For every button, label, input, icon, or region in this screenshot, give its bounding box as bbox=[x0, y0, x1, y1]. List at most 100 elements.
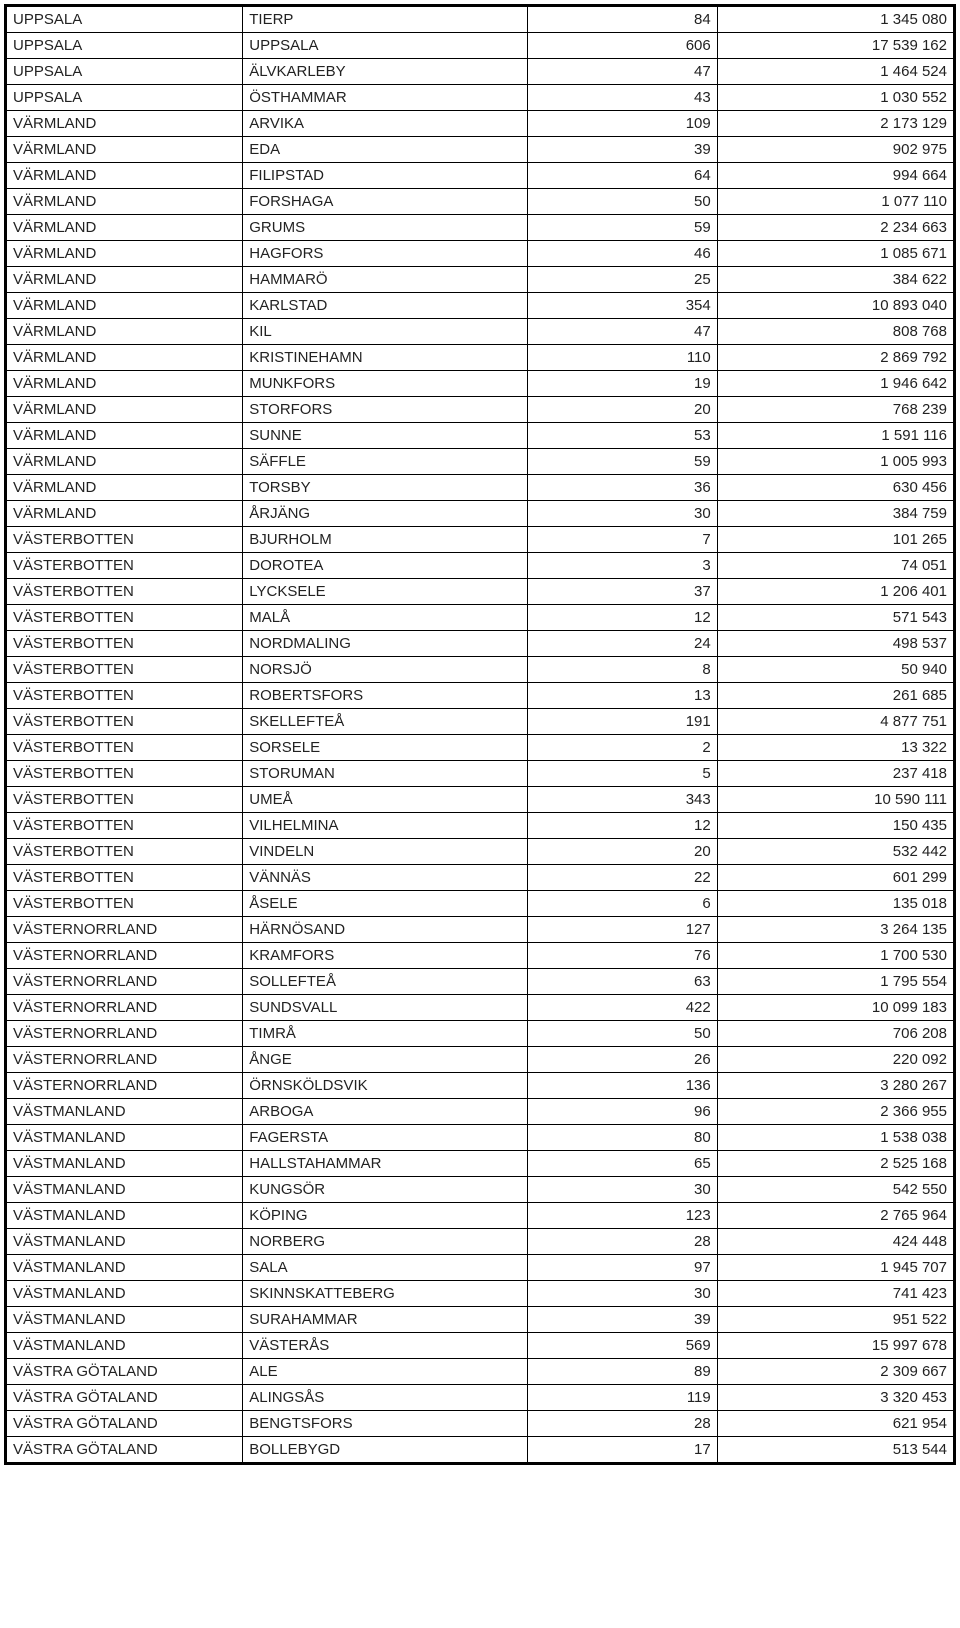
cell-value: 3 264 135 bbox=[717, 917, 954, 943]
cell-count: 28 bbox=[527, 1411, 717, 1437]
cell-value: 2 366 955 bbox=[717, 1099, 954, 1125]
table-row: VÄSTMANLANDARBOGA962 366 955 bbox=[6, 1099, 955, 1125]
cell-municipality: BJURHOLM bbox=[243, 527, 528, 553]
cell-value: 2 309 667 bbox=[717, 1359, 954, 1385]
cell-count: 110 bbox=[527, 345, 717, 371]
table-row: VÄSTRA GÖTALANDALE892 309 667 bbox=[6, 1359, 955, 1385]
table-row: VÄSTERBOTTENMALÅ12571 543 bbox=[6, 605, 955, 631]
cell-region: VÄSTMANLAND bbox=[6, 1151, 243, 1177]
cell-count: 24 bbox=[527, 631, 717, 657]
cell-value: 4 877 751 bbox=[717, 709, 954, 735]
table-row: VÄSTERBOTTENBJURHOLM7101 265 bbox=[6, 527, 955, 553]
table-row: VÄSTERNORRLANDTIMRÅ50706 208 bbox=[6, 1021, 955, 1047]
table-row: UPPSALAÖSTHAMMAR431 030 552 bbox=[6, 85, 955, 111]
cell-municipality: HAGFORS bbox=[243, 241, 528, 267]
cell-value: 1 591 116 bbox=[717, 423, 954, 449]
cell-region: VÄSTMANLAND bbox=[6, 1307, 243, 1333]
cell-value: 13 322 bbox=[717, 735, 954, 761]
cell-region: VÄSTERNORRLAND bbox=[6, 1021, 243, 1047]
table-row: VÄSTERNORRLANDKRAMFORS761 700 530 bbox=[6, 943, 955, 969]
cell-value: 1 005 993 bbox=[717, 449, 954, 475]
cell-region: VÄSTMANLAND bbox=[6, 1229, 243, 1255]
cell-count: 569 bbox=[527, 1333, 717, 1359]
table-row: VÄRMLANDMUNKFORS191 946 642 bbox=[6, 371, 955, 397]
cell-value: 220 092 bbox=[717, 1047, 954, 1073]
cell-region: UPPSALA bbox=[6, 59, 243, 85]
table-row: VÄSTERBOTTENÅSELE6135 018 bbox=[6, 891, 955, 917]
cell-region: VÄRMLAND bbox=[6, 371, 243, 397]
table-row: VÄSTERBOTTENVILHELMINA12150 435 bbox=[6, 813, 955, 839]
cell-municipality: HAMMARÖ bbox=[243, 267, 528, 293]
cell-value: 150 435 bbox=[717, 813, 954, 839]
cell-municipality: HÄRNÖSAND bbox=[243, 917, 528, 943]
table-row: VÄSTERBOTTENSORSELE213 322 bbox=[6, 735, 955, 761]
cell-value: 741 423 bbox=[717, 1281, 954, 1307]
cell-region: VÄSTRA GÖTALAND bbox=[6, 1437, 243, 1464]
cell-municipality: ÅSELE bbox=[243, 891, 528, 917]
cell-region: VÄSTERBOTTEN bbox=[6, 761, 243, 787]
cell-value: 10 590 111 bbox=[717, 787, 954, 813]
cell-municipality: ALINGSÅS bbox=[243, 1385, 528, 1411]
cell-count: 28 bbox=[527, 1229, 717, 1255]
cell-count: 84 bbox=[527, 6, 717, 33]
cell-value: 571 543 bbox=[717, 605, 954, 631]
cell-value: 2 525 168 bbox=[717, 1151, 954, 1177]
table-row: VÄRMLANDFILIPSTAD64994 664 bbox=[6, 163, 955, 189]
cell-value: 1 464 524 bbox=[717, 59, 954, 85]
table-row: VÄRMLANDGRUMS592 234 663 bbox=[6, 215, 955, 241]
cell-count: 20 bbox=[527, 397, 717, 423]
cell-value: 10 893 040 bbox=[717, 293, 954, 319]
cell-municipality: LYCKSELE bbox=[243, 579, 528, 605]
cell-municipality: MALÅ bbox=[243, 605, 528, 631]
table-row: VÄRMLANDKRISTINEHAMN1102 869 792 bbox=[6, 345, 955, 371]
cell-region: VÄRMLAND bbox=[6, 449, 243, 475]
cell-count: 109 bbox=[527, 111, 717, 137]
cell-count: 17 bbox=[527, 1437, 717, 1464]
table-row: VÄSTERBOTTENNORDMALING24498 537 bbox=[6, 631, 955, 657]
cell-value: 1 077 110 bbox=[717, 189, 954, 215]
cell-count: 2 bbox=[527, 735, 717, 761]
cell-value: 1 030 552 bbox=[717, 85, 954, 111]
cell-count: 97 bbox=[527, 1255, 717, 1281]
cell-value: 1 085 671 bbox=[717, 241, 954, 267]
cell-count: 20 bbox=[527, 839, 717, 865]
cell-municipality: STORUMAN bbox=[243, 761, 528, 787]
cell-municipality: SKINNSKATTEBERG bbox=[243, 1281, 528, 1307]
cell-value: 3 320 453 bbox=[717, 1385, 954, 1411]
cell-municipality: MUNKFORS bbox=[243, 371, 528, 397]
cell-region: VÄRMLAND bbox=[6, 293, 243, 319]
table-row: VÄRMLANDSUNNE531 591 116 bbox=[6, 423, 955, 449]
table-row: VÄSTERNORRLANDÅNGE26220 092 bbox=[6, 1047, 955, 1073]
cell-value: 706 208 bbox=[717, 1021, 954, 1047]
cell-count: 12 bbox=[527, 605, 717, 631]
cell-value: 1 946 642 bbox=[717, 371, 954, 397]
cell-region: VÄSTERBOTTEN bbox=[6, 865, 243, 891]
table-row: VÄSTMANLANDSKINNSKATTEBERG30741 423 bbox=[6, 1281, 955, 1307]
cell-count: 50 bbox=[527, 189, 717, 215]
cell-count: 47 bbox=[527, 59, 717, 85]
cell-region: UPPSALA bbox=[6, 6, 243, 33]
cell-region: VÄSTERBOTTEN bbox=[6, 579, 243, 605]
table-row: VÄSTERBOTTENDOROTEA374 051 bbox=[6, 553, 955, 579]
cell-count: 59 bbox=[527, 215, 717, 241]
cell-count: 63 bbox=[527, 969, 717, 995]
cell-count: 59 bbox=[527, 449, 717, 475]
cell-region: VÄSTERNORRLAND bbox=[6, 943, 243, 969]
cell-value: 15 997 678 bbox=[717, 1333, 954, 1359]
cell-region: VÄSTERNORRLAND bbox=[6, 969, 243, 995]
cell-municipality: SKELLEFTEÅ bbox=[243, 709, 528, 735]
cell-count: 39 bbox=[527, 1307, 717, 1333]
cell-value: 808 768 bbox=[717, 319, 954, 345]
cell-value: 2 765 964 bbox=[717, 1203, 954, 1229]
cell-value: 2 234 663 bbox=[717, 215, 954, 241]
table-row: VÄSTERNORRLANDSOLLEFTEÅ631 795 554 bbox=[6, 969, 955, 995]
cell-value: 513 544 bbox=[717, 1437, 954, 1464]
table-row: VÄSTERBOTTENLYCKSELE371 206 401 bbox=[6, 579, 955, 605]
cell-count: 39 bbox=[527, 137, 717, 163]
cell-municipality: KRISTINEHAMN bbox=[243, 345, 528, 371]
cell-value: 630 456 bbox=[717, 475, 954, 501]
cell-count: 3 bbox=[527, 553, 717, 579]
cell-value: 101 265 bbox=[717, 527, 954, 553]
cell-value: 384 759 bbox=[717, 501, 954, 527]
cell-municipality: SALA bbox=[243, 1255, 528, 1281]
